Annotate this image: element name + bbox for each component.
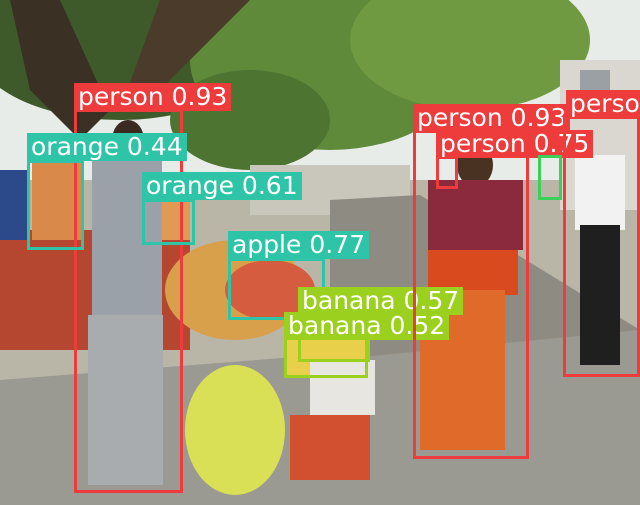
detection-label: apple 0.77 [228, 231, 369, 259]
detection-label: orange 0.61 [142, 172, 302, 200]
detection-box-person [74, 109, 183, 493]
detection-label: person 0.93 [413, 104, 571, 132]
detection-label: orange 0.44 [27, 133, 187, 161]
detection-box-partial [538, 155, 562, 200]
detection-label: banana 0.57 [298, 287, 464, 315]
detection-box-person [413, 130, 529, 459]
detection-box-person [563, 116, 640, 377]
detection-label: perso [566, 90, 640, 118]
detection-box-person [436, 156, 458, 189]
detection-label: banana 0.52 [284, 312, 450, 340]
detection-box-orange [27, 160, 84, 250]
detection-label: person 0.93 [74, 83, 232, 111]
detection-box-orange [142, 199, 195, 245]
detection-box-banana [284, 336, 368, 378]
